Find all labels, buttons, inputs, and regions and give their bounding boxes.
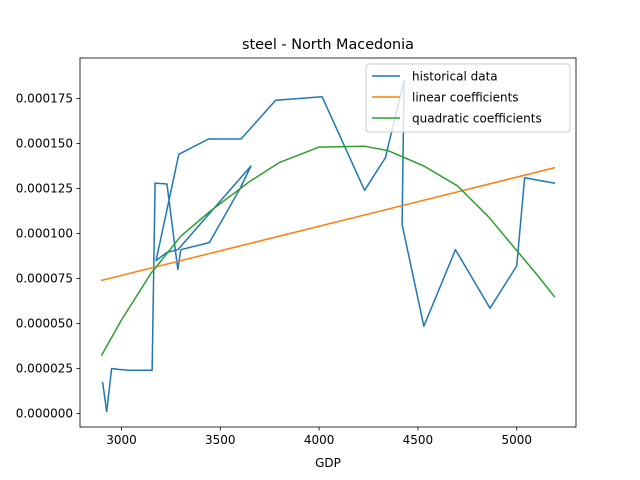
legend: historical data linear coefficients quadra… bbox=[365, 63, 571, 133]
x-tick-label: 3000 bbox=[106, 433, 137, 447]
y-tick-label: 0.000125 bbox=[16, 182, 73, 196]
x-tick-label: 3500 bbox=[205, 433, 236, 447]
y-tick-label: 0.000050 bbox=[16, 317, 73, 331]
legend-label-2: quadratic coefficients bbox=[412, 112, 542, 126]
x-tick-label: 5000 bbox=[501, 433, 532, 447]
y-tick-label: 0.000025 bbox=[16, 362, 73, 376]
x-axis-label: GDP bbox=[315, 456, 341, 470]
legend-label-1: linear coefficients bbox=[412, 91, 519, 105]
series-line-1 bbox=[100, 166, 556, 282]
series-group bbox=[100, 79, 556, 413]
y-tick-label: 0.000175 bbox=[16, 92, 73, 106]
series-line-2 bbox=[100, 145, 556, 357]
y-tick-label: 0.000000 bbox=[16, 407, 73, 421]
legend-box bbox=[365, 63, 571, 133]
legend-label-0: historical data bbox=[412, 70, 498, 84]
plot-area bbox=[79, 57, 577, 428]
y-tick-label: 0.000100 bbox=[16, 227, 73, 241]
y-axis-ticks: 0.000000 0.000025 0.000050 0.000075 0.000100… bbox=[16, 92, 80, 421]
x-tick-label: 4500 bbox=[403, 433, 434, 447]
x-tick-label: 4000 bbox=[304, 433, 335, 447]
chart-title: steel - North Macedonia bbox=[242, 37, 414, 53]
series-line-0 bbox=[101, 79, 556, 413]
y-tick-label: 0.000150 bbox=[16, 137, 73, 151]
x-axis-ticks: 3000 3500 4000 4500 5000 bbox=[106, 427, 532, 447]
axes-frame bbox=[79, 57, 577, 428]
y-tick-label: 0.000075 bbox=[16, 272, 73, 286]
